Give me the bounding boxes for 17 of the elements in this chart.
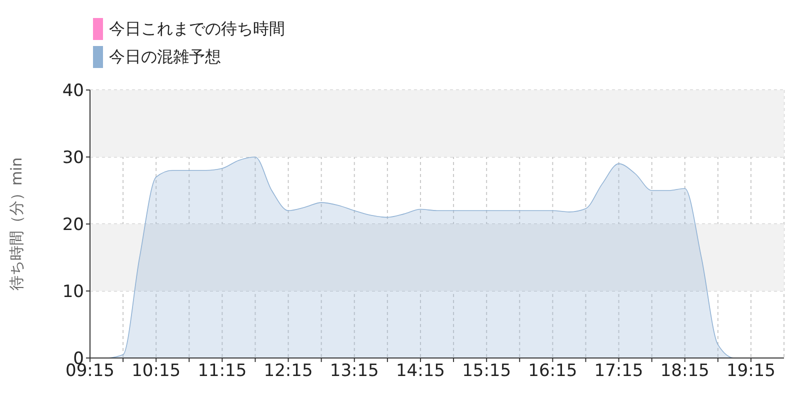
x-tick-label: 11:15 xyxy=(198,361,247,382)
x-tick-label: 19:15 xyxy=(726,361,776,382)
y-tick-label: 30 xyxy=(62,148,84,168)
y-tick-label: 20 xyxy=(62,215,84,236)
x-tick-label: 10:15 xyxy=(132,361,181,382)
x-tick-label: 15:15 xyxy=(462,361,512,382)
x-tick-label: 12:15 xyxy=(264,361,313,382)
x-tick-label: 14:15 xyxy=(396,361,445,382)
x-tick-label: 17:15 xyxy=(594,361,644,382)
y-axis-title: 待ち時間（分）min xyxy=(7,157,26,291)
legend-label: 今日これまでの待ち時間 xyxy=(109,18,285,40)
x-tick-label: 18:15 xyxy=(660,361,710,382)
x-tick-label: 16:15 xyxy=(528,361,578,382)
y-tick-label: 40 xyxy=(62,81,84,102)
x-tick-label: 13:15 xyxy=(330,361,379,382)
legend-label: 今日の混雑予想 xyxy=(109,46,221,68)
y-tick-label: 10 xyxy=(62,282,84,302)
